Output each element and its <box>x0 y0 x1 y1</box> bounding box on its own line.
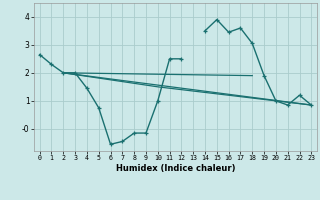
X-axis label: Humidex (Indice chaleur): Humidex (Indice chaleur) <box>116 164 235 173</box>
